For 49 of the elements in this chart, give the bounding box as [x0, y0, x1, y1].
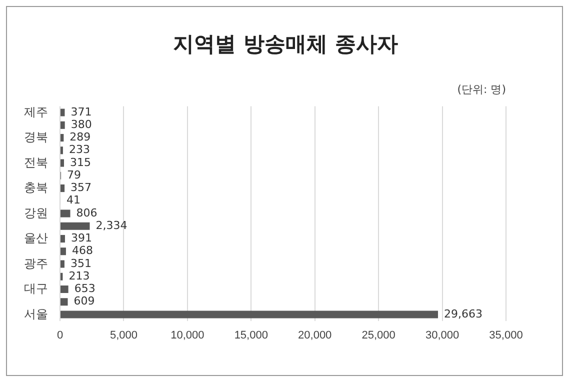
y-tick-label: 광주: [24, 256, 48, 270]
x-tick-label: 30,000: [425, 329, 460, 342]
bar: [60, 285, 68, 294]
bar: [60, 184, 65, 192]
bar: [60, 248, 66, 256]
data-label: 609: [74, 294, 95, 308]
bar: [60, 234, 65, 243]
y-tick-label: 경북: [24, 130, 48, 144]
y-tick-label: 울산: [24, 231, 48, 246]
bar: [60, 222, 90, 230]
bar: [60, 298, 68, 306]
text: (단위: 명): [457, 82, 506, 97]
data-label: 79: [67, 168, 82, 182]
data-label: 351: [70, 256, 92, 270]
x-tick-label: 25,000: [362, 329, 396, 342]
data-label: 380: [70, 118, 92, 131]
data-label: 653: [74, 282, 96, 296]
data-label: 806: [76, 206, 98, 220]
data-label: 2,334: [96, 218, 128, 232]
data-label: 213: [68, 269, 90, 282]
x-tick-label: 0: [56, 329, 64, 342]
x-tick-label: 35,000: [489, 329, 523, 342]
data-label: 41: [66, 194, 81, 207]
data-label: 357: [70, 181, 92, 194]
data-label: 233: [68, 143, 90, 156]
data-label: 371: [70, 105, 92, 118]
y-tick-label: 서울: [24, 306, 48, 321]
x-tick-label: 10,000: [170, 329, 204, 342]
data-label: 29,663: [444, 307, 482, 320]
y-tick-label: 강원: [24, 206, 48, 220]
y-tick-label: 전북: [24, 155, 48, 170]
bar: [60, 159, 64, 167]
data-label: 315: [70, 156, 92, 169]
x-tick-label: 15,000: [234, 329, 268, 342]
bar: [60, 121, 65, 129]
bar: [60, 134, 64, 142]
chart-title: 지역별 방송매체 종사자: [172, 31, 399, 58]
bar: [60, 310, 438, 318]
bar: [60, 108, 65, 116]
data-label: 289: [70, 130, 91, 144]
y-tick-label: 충북: [24, 180, 48, 195]
y-tick-label: 제주: [24, 104, 48, 119]
y-tick-label: 대구: [24, 282, 48, 296]
data-label: 468: [72, 244, 93, 258]
x-tick-label: 20,000: [298, 329, 332, 342]
data-label: 391: [70, 232, 92, 245]
bar: [60, 260, 64, 268]
x-tick-label: 5,000: [110, 329, 138, 342]
bar: [60, 210, 70, 218]
